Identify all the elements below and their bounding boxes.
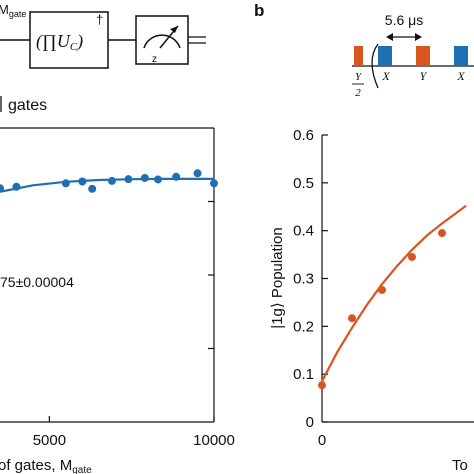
meter-axis-label: z (152, 54, 157, 65)
data-point (107, 176, 116, 185)
fit-curve (321, 204, 467, 382)
fit-curve (0, 177, 214, 193)
spacing-label: 5.6 μs (385, 12, 423, 28)
spacing-arrow-left-head (386, 33, 393, 41)
left-chart-ticks (48, 200, 215, 422)
data-point (61, 179, 70, 188)
mgate-label: Mgate (0, 2, 26, 19)
left-chart-x-axis-label: of gates, Mgate (0, 457, 92, 474)
right-chart-ticks (322, 134, 328, 423)
circuit-diagram: Mgate (∏UC) † z (0, 2, 206, 69)
data-point (172, 172, 181, 181)
data-point (154, 175, 163, 184)
data-point (318, 381, 326, 390)
repeat-bracket (371, 43, 379, 89)
y-tick-label: 0.3 (293, 271, 314, 288)
data-point (88, 184, 97, 193)
data-point (438, 229, 446, 238)
right-chart-fit (321, 204, 467, 382)
pulse-label-y-half-denominator: 2 (355, 87, 361, 99)
right-chart-x-axis-label: To (452, 457, 468, 474)
measurement-box (135, 15, 189, 65)
inverse-gate-label: (∏UC) (36, 31, 83, 53)
meter-needle-head (170, 26, 178, 33)
pulse-x-2 (454, 46, 468, 66)
data-point (78, 177, 87, 186)
x-tick-label: 10000 (193, 432, 235, 449)
data-point (140, 173, 149, 182)
left-chart-title: gates (8, 97, 47, 114)
pulse-label-y: Y (420, 69, 428, 83)
data-point (193, 169, 202, 178)
pulse-label-x-2: X (456, 69, 465, 83)
y-tick-label: 0 (306, 414, 314, 431)
y-tick-label: 0.6 (293, 127, 314, 144)
spacing-arrow-right-head (415, 33, 422, 41)
right-chart: 0 0.1 0.2 0.3 0.4 0.5 0.6 0 |1g⟩ Population To (269, 127, 474, 474)
left-chart-x-tick-labels: 5000 10000 (33, 432, 235, 449)
panel-b-label: b (254, 1, 264, 20)
pulse-y (416, 46, 430, 66)
data-point (378, 285, 386, 294)
y-tick-label: 0.4 (293, 223, 314, 240)
right-chart-y-axis-label: |1g⟩ Population (269, 227, 286, 329)
right-chart-x-tick-labels: 0 (318, 432, 326, 449)
x-tick-label: 5000 (33, 432, 66, 449)
data-point (348, 314, 356, 323)
pulse-x-1 (378, 46, 392, 66)
pulse-label-y-half-numerator: Y (355, 71, 363, 83)
data-point (124, 175, 133, 184)
fit-annotation: 75±0.00004 (0, 274, 74, 290)
pulse-label-x-1: X (381, 69, 390, 83)
left-chart-fit (0, 177, 214, 193)
dagger-symbol: † (96, 12, 103, 27)
data-point (12, 182, 21, 191)
y-tick-label: 0.1 (293, 366, 314, 383)
data-point (408, 252, 416, 261)
data-point (0, 184, 4, 193)
right-chart-points (318, 229, 446, 390)
meter-arc (143, 34, 181, 49)
pulse-y-half (354, 46, 363, 66)
x-tick-label: 0 (318, 432, 326, 449)
left-chart-points (0, 169, 218, 193)
data-point (210, 179, 218, 188)
y-tick-label: 0.2 (293, 318, 314, 335)
right-chart-y-tick-labels: 0 0.1 0.2 0.3 0.4 0.5 0.6 (293, 127, 314, 431)
y-tick-label: 0.5 (293, 175, 314, 192)
pulse-sequence: 5.6 μs Y 2 X Y X (352, 12, 474, 99)
left-chart: gates 75±0.00004 5000 10000 of gates, Mga… (0, 96, 235, 474)
